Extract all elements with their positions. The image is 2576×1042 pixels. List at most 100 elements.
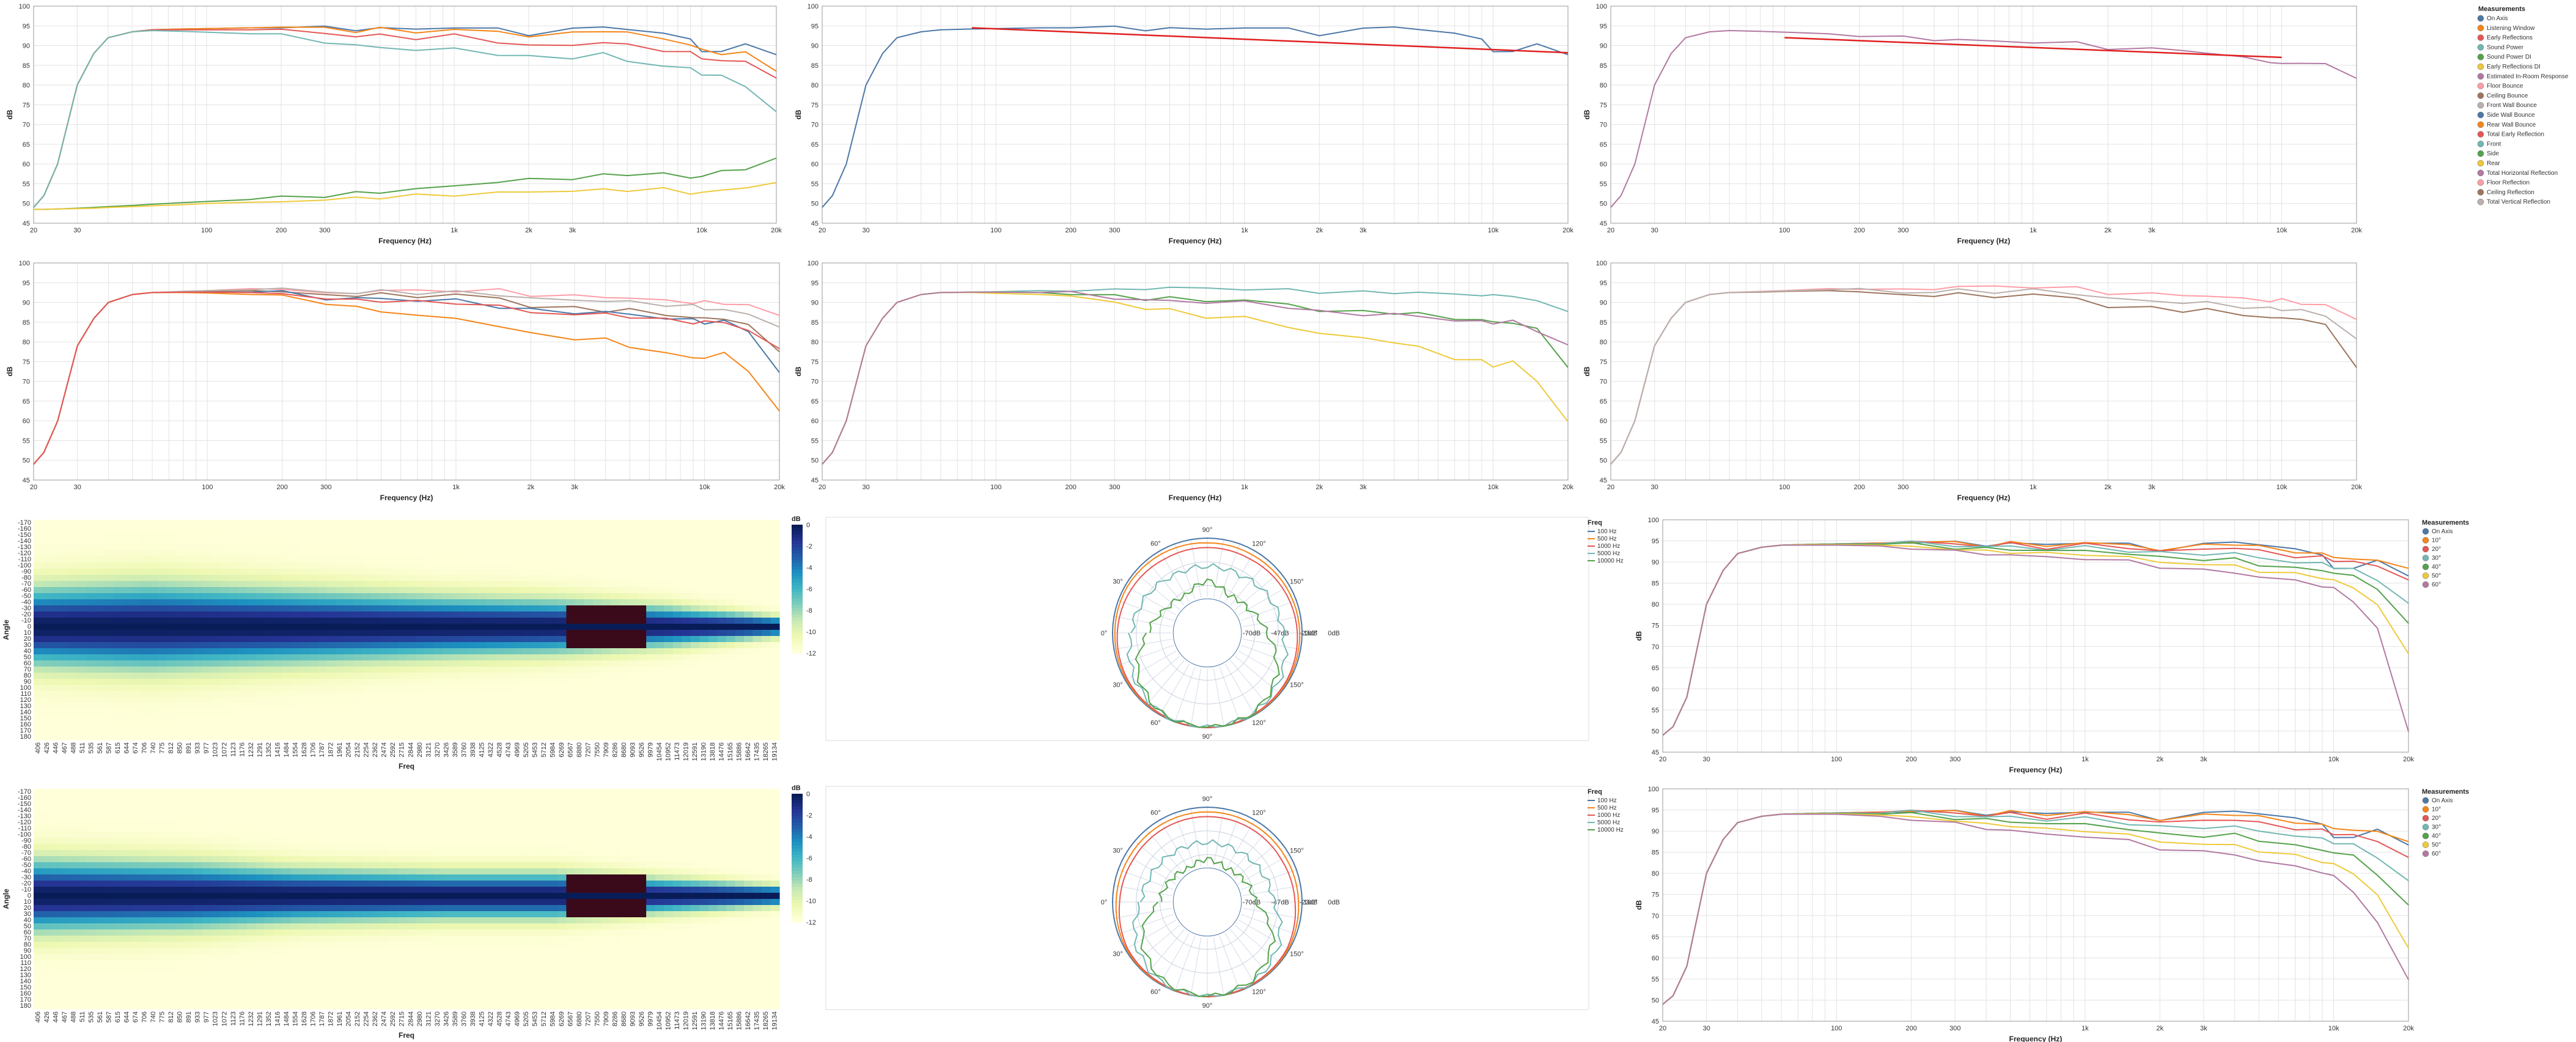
heatmap-cell <box>105 887 114 893</box>
heatmap-cell <box>229 826 238 832</box>
heatmap-cell <box>735 697 745 704</box>
heatmap-cell <box>256 673 265 679</box>
y-tick-label: 100 <box>1596 3 1607 10</box>
heatmap-cell <box>246 856 256 863</box>
heatmap-cell <box>451 569 460 575</box>
heatmap-cell <box>238 819 248 826</box>
heatmap-cell <box>34 881 43 887</box>
heatmap-cell <box>743 605 753 612</box>
heatmap-cell <box>521 612 531 618</box>
heatmap-cell <box>238 630 248 637</box>
heatmap-cell <box>504 667 513 673</box>
heatmap-cell <box>557 728 567 734</box>
heatmap-cell <box>770 636 780 643</box>
heatmap-cell <box>602 679 611 685</box>
heatmap-cell <box>220 991 230 997</box>
heatmap-cell <box>708 697 718 704</box>
heatmap-cell <box>273 893 283 900</box>
heatmap-cell <box>264 581 274 588</box>
heatmap-cell <box>95 850 105 857</box>
heatmap-cell <box>486 654 496 661</box>
heatmap-cell <box>655 722 664 728</box>
heatmap-cell <box>211 728 221 734</box>
heatmap-cell <box>770 563 780 569</box>
heatmap-cell <box>158 654 167 661</box>
heatmap-cell <box>220 893 230 900</box>
heatmap-cell <box>140 703 150 710</box>
heatmap-cell <box>690 544 700 551</box>
heatmap-cell <box>486 685 496 692</box>
heatmap-cell <box>682 660 691 667</box>
heatmap-cell <box>264 819 274 826</box>
heatmap-cell <box>300 642 309 649</box>
heatmap-cell <box>370 667 380 673</box>
y-tick-label: 85 <box>811 319 819 327</box>
colorbar-step <box>792 569 803 574</box>
y-tick-label: 80 <box>24 672 31 679</box>
heatmap-cell <box>646 556 656 563</box>
heatmap-cell <box>397 648 407 655</box>
heatmap-cell <box>370 569 380 575</box>
heatmap-cell <box>309 874 318 881</box>
heatmap-cell <box>34 667 43 673</box>
heatmap-cell <box>407 722 416 728</box>
heatmap-cell <box>362 618 372 624</box>
heatmap-cell <box>531 556 540 563</box>
heatmap-cell <box>646 685 656 692</box>
heatmap-cell <box>166 923 176 930</box>
heatmap-cell <box>521 581 531 588</box>
heatmap-cell <box>246 703 256 710</box>
heatmap-cell <box>256 569 265 575</box>
heatmap-cell <box>256 789 265 796</box>
heatmap-cell <box>468 722 478 728</box>
y-tick-label: 65 <box>1600 398 1607 405</box>
heatmap-cell <box>140 612 150 618</box>
heatmap-cell <box>149 654 158 661</box>
heatmap-cell <box>566 660 576 667</box>
heatmap-cell <box>193 618 203 624</box>
heatmap-cell <box>184 599 194 606</box>
heatmap-cell <box>42 575 52 582</box>
heatmap-cell <box>78 874 87 881</box>
heatmap-cell <box>291 948 301 955</box>
heatmap-cell <box>122 960 132 967</box>
heatmap-cell <box>407 636 416 643</box>
heatmap-cell <box>140 960 150 967</box>
heatmap-cell <box>602 734 611 741</box>
heatmap-cell <box>753 563 762 569</box>
heatmap-cell <box>690 550 700 557</box>
heatmap-cell <box>415 532 425 539</box>
heatmap-cell <box>672 673 682 679</box>
y-tick-label: 180 <box>20 733 31 741</box>
heatmap-cell <box>468 679 478 685</box>
heatmap-cell <box>326 709 336 716</box>
heatmap-cell <box>451 599 460 606</box>
heatmap-cell <box>335 728 345 734</box>
heatmap-cell <box>87 905 97 912</box>
x-tick-label: 7909 <box>603 742 610 757</box>
heatmap-cell <box>513 599 523 606</box>
heatmap-cell <box>575 667 585 673</box>
legend-label: Floor Reflection <box>2487 180 2530 187</box>
heatmap-cell <box>113 569 123 575</box>
heatmap-cell <box>113 881 123 887</box>
heatmap-cell <box>504 550 513 557</box>
heatmap-cell <box>229 936 238 942</box>
heatmap-cell <box>557 593 567 600</box>
heatmap-cell <box>78 789 87 796</box>
heatmap-cell <box>477 709 487 716</box>
heatmap-cell <box>397 679 407 685</box>
heatmap-cell <box>264 972 274 979</box>
heatmap-cell <box>95 593 105 600</box>
heatmap-cell <box>113 636 123 643</box>
heatmap-cell <box>548 520 558 527</box>
heatmap-cell <box>264 801 274 808</box>
heatmap-cell <box>380 734 389 741</box>
heatmap-cell <box>309 630 318 637</box>
heatmap-cell <box>256 648 265 655</box>
heatmap-cell <box>468 550 478 557</box>
heatmap-cell <box>521 734 531 741</box>
heatmap-cell <box>326 520 336 527</box>
heatmap-cell <box>122 991 132 997</box>
heatmap-cell <box>655 624 664 630</box>
